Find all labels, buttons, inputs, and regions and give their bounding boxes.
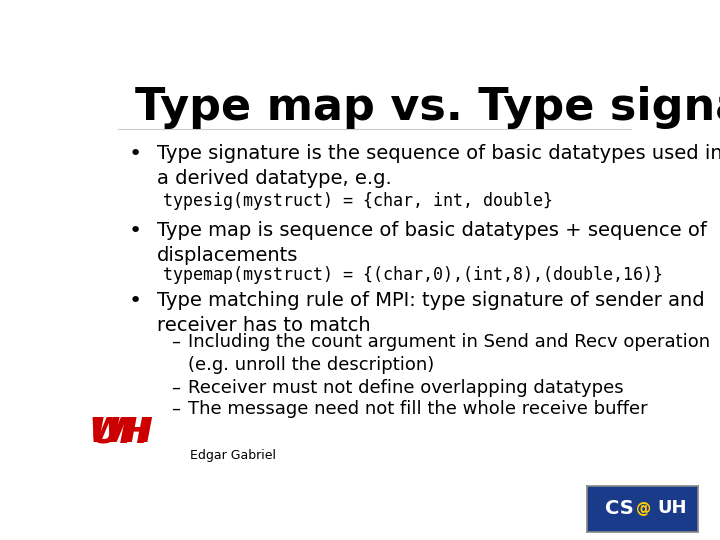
Text: –: – xyxy=(171,400,180,417)
Text: @: @ xyxy=(636,501,651,516)
Text: CS: CS xyxy=(605,498,634,517)
Text: The message need not fill the whole receive buffer: The message need not fill the whole rece… xyxy=(188,400,647,417)
Text: Type map is sequence of basic datatypes + sequence of
displacements: Type map is sequence of basic datatypes … xyxy=(157,221,707,265)
Text: –: – xyxy=(171,379,180,397)
Text: typemap(mystruct) = {(char,0),(int,8),(double,16)}: typemap(mystruct) = {(char,0),(int,8),(d… xyxy=(163,266,662,285)
Text: UH: UH xyxy=(657,499,687,517)
Text: Type map vs. Type signature: Type map vs. Type signature xyxy=(135,85,720,129)
Text: –: – xyxy=(171,333,180,351)
Text: •: • xyxy=(129,221,143,241)
Text: Including the count argument in Send and Recv operation
(e.g. unroll the descrip: Including the count argument in Send and… xyxy=(188,333,710,374)
Text: typesig(mystruct) = {char, int, double}: typesig(mystruct) = {char, int, double} xyxy=(163,192,552,210)
Text: UH: UH xyxy=(91,415,150,449)
Text: Type matching rule of MPI: type signature of sender and
receiver has to match: Type matching rule of MPI: type signatur… xyxy=(157,292,705,335)
Text: Edgar Gabriel: Edgar Gabriel xyxy=(190,449,276,462)
Text: WH: WH xyxy=(89,416,153,449)
Text: Type signature is the sequence of basic datatypes used in
a derived datatype, e.: Type signature is the sequence of basic … xyxy=(157,144,720,188)
Text: Receiver must not define overlapping datatypes: Receiver must not define overlapping dat… xyxy=(188,379,624,397)
Text: •: • xyxy=(129,292,143,312)
Text: •: • xyxy=(129,144,143,164)
